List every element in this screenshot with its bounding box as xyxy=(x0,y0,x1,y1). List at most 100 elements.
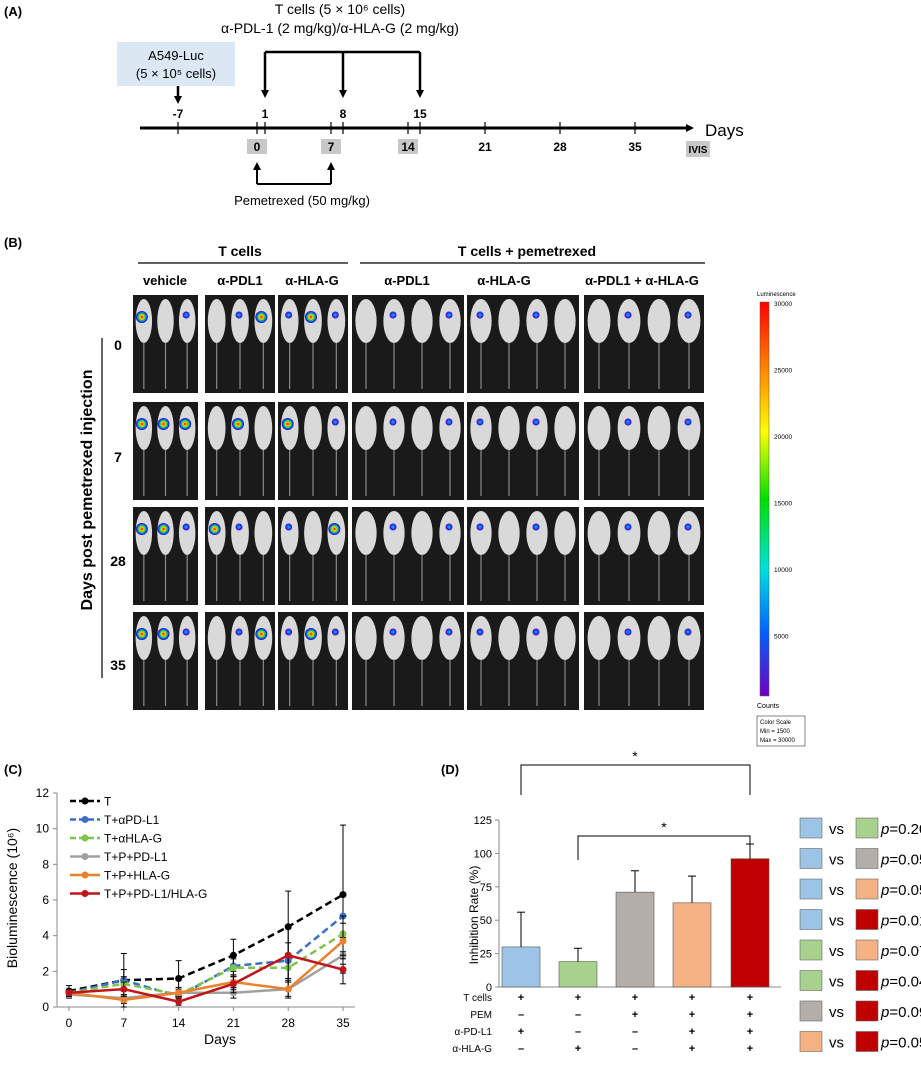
c-legend-marker xyxy=(81,871,89,879)
c-series-line xyxy=(68,915,344,998)
imaging-label: IVIS xyxy=(689,145,708,156)
d-compare-swatch-a xyxy=(799,848,823,869)
mouse-body xyxy=(231,616,249,660)
d-compare-swatch-b xyxy=(855,878,879,900)
bioluminescence-spot xyxy=(182,628,190,636)
c-series xyxy=(65,922,347,1004)
bioluminescence-spot xyxy=(208,523,221,535)
d-compare-pvalue: p=0.05 xyxy=(880,852,921,869)
mouse-body xyxy=(587,406,611,450)
row-label: 35 xyxy=(110,657,126,673)
mouse-body xyxy=(411,511,433,555)
mouse-body xyxy=(554,299,576,343)
mouse-body xyxy=(280,511,299,555)
c-legend-marker xyxy=(81,834,89,842)
bioluminescence-spot xyxy=(157,418,170,430)
injection-bracket xyxy=(174,50,424,104)
bioluminescence-spot xyxy=(281,418,294,430)
mouse-body xyxy=(355,406,377,450)
d-compare-vs: vs xyxy=(829,943,844,960)
d-condition-mark: – xyxy=(575,1009,581,1021)
c-series-line xyxy=(68,953,344,1003)
mouse-body xyxy=(526,616,548,660)
row-label: 7 xyxy=(114,449,122,465)
d-condition-mark: – xyxy=(632,1026,638,1038)
mouse-body xyxy=(554,616,576,660)
d-condition-mark: + xyxy=(575,1043,581,1055)
timeline-tick-label: 8 xyxy=(340,107,347,121)
mouse-image-grid xyxy=(133,295,704,710)
mouse-body xyxy=(383,511,405,555)
bioluminescence-spot xyxy=(135,418,148,430)
row-axis-label: Days post pemetrexed injection xyxy=(79,370,96,611)
c-legend-label: T+αPD-L1 xyxy=(104,813,160,827)
mouse-body xyxy=(617,511,641,555)
row-label: 0 xyxy=(114,337,122,353)
mouse-body xyxy=(355,511,377,555)
bioluminescence-line-chart: 0 2 4 6 8 10 12 0 7 14 21 28 35 xyxy=(36,786,355,1030)
bioluminescence-spot xyxy=(624,523,632,531)
d-compare-swatch-b xyxy=(855,939,879,961)
c-data-point xyxy=(339,966,347,974)
d-compare-pvalue: p=0.01* xyxy=(880,913,921,930)
c-y-tick-label: 12 xyxy=(36,786,50,800)
mouse-body xyxy=(647,616,671,660)
d-condition-mark: + xyxy=(747,1009,753,1021)
bioluminescence-spot xyxy=(182,523,190,531)
mouse-body xyxy=(304,511,322,555)
bioluminescence-spot xyxy=(285,311,293,319)
d-condition-mark: + xyxy=(689,1043,695,1055)
mouse-body xyxy=(677,616,701,660)
c-y-tick-label: 2 xyxy=(42,964,49,978)
c-data-point xyxy=(175,974,183,982)
d-compare-vs: vs xyxy=(829,974,844,991)
timeline-above-ticks: -7 1 8 15 xyxy=(173,107,427,134)
d-condition-label: PEM xyxy=(470,1010,492,1021)
d-condition-mark: + xyxy=(518,1026,524,1038)
color-scale-box xyxy=(756,715,806,747)
colorbar-tick-label: 15000 xyxy=(774,501,792,508)
drug-bracket xyxy=(253,162,335,185)
d-ylabel: Inhibition Rate (%) xyxy=(467,866,481,965)
c-data-point xyxy=(120,985,128,993)
d-y-tick-label: 0 xyxy=(486,982,492,994)
d-bar xyxy=(730,858,770,988)
colorbar-tick-label: 20000 xyxy=(774,434,792,441)
d-condition-mark: + xyxy=(518,992,524,1004)
bioluminescence-spot xyxy=(179,418,192,430)
d-condition-mark: + xyxy=(632,1009,638,1021)
d-significance-star: * xyxy=(632,748,638,764)
d-y-tick-label: 75 xyxy=(480,882,492,894)
d-compare-pvalue: p=0.05 xyxy=(880,1035,921,1052)
bioluminescence-spot xyxy=(389,628,397,636)
mouse-body xyxy=(587,511,611,555)
group-label-right: T cells + pemetrexed xyxy=(458,243,596,259)
mouse-body xyxy=(677,511,701,555)
mouse-body xyxy=(647,511,671,555)
d-compare-swatch-b xyxy=(855,1031,879,1052)
c-legend-marker xyxy=(81,797,89,805)
colorbar-tick-label: 10000 xyxy=(774,567,792,574)
d-condition-mark: + xyxy=(689,1009,695,1021)
d-significance-bracket xyxy=(520,764,751,795)
d-compare-vs: vs xyxy=(829,1004,844,1021)
inhibition-bar-chart: 0 25 50 75 100 125 * * xyxy=(474,748,781,994)
mouse-body xyxy=(647,406,671,450)
d-compare-swatch-b xyxy=(855,817,879,839)
p-value-legend: vs p=0.20 vs p=0.05 vs p=0.05 vs p=0.01* vs p=0.0… xyxy=(799,817,921,1052)
c-data-point xyxy=(175,989,183,997)
mouse-body xyxy=(439,299,461,343)
bioluminescence-spot xyxy=(389,418,397,426)
c-x-tick-label: 14 xyxy=(172,1016,186,1030)
c-y-tick-label: 0 xyxy=(42,1000,49,1014)
row-label: 28 xyxy=(110,553,126,569)
bioluminescence-spot xyxy=(285,523,293,531)
d-y-tick-label: 100 xyxy=(474,848,492,860)
panel-label-c: (C) xyxy=(4,762,22,777)
d-bar xyxy=(558,961,598,988)
bioluminescence-spot xyxy=(389,311,397,319)
c-series xyxy=(65,928,347,1006)
bioluminescence-spot xyxy=(445,628,453,636)
bioluminescence-spot xyxy=(157,523,170,535)
c-legend-label: T+αHLA-G xyxy=(104,832,162,846)
